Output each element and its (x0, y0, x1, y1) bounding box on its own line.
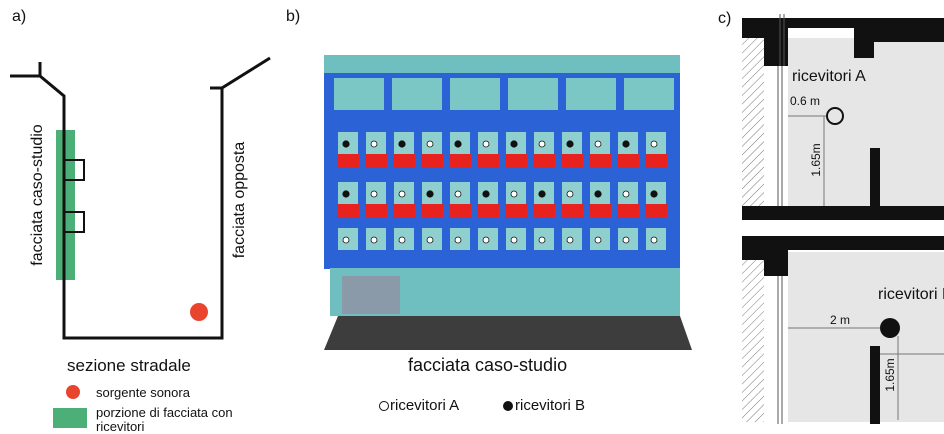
receivers-b-legend-icon (503, 401, 513, 411)
bottom-horizontal-dimension: 2 m (830, 313, 851, 327)
receiver-a-dot (538, 140, 546, 148)
receiver-b-dot (538, 190, 546, 198)
receivers-a-legend-label: ricevitori A (390, 397, 460, 414)
receiver-b-dot (482, 190, 490, 198)
street-section-diagram (10, 56, 271, 340)
balcony (393, 154, 415, 168)
balcony (477, 204, 499, 218)
receiver-a-dot (622, 236, 630, 244)
roof-dormer (334, 78, 384, 110)
balcony (589, 204, 611, 218)
receivers-legend-label-line2: ricevitori (96, 419, 145, 434)
panel-c-label: c) (718, 10, 732, 27)
receiver-a-dot (454, 190, 462, 198)
receiver-b-dot (510, 140, 518, 148)
top-receiver-label: ricevitori A (792, 68, 866, 85)
street-ground (324, 316, 692, 350)
balcony (337, 204, 359, 218)
balcony (337, 154, 359, 168)
bottom-receiver-label: ricevitori B (878, 286, 944, 303)
balcony (449, 154, 471, 168)
balcony (477, 154, 499, 168)
room-section-a (742, 14, 944, 220)
panel-a-label: a) (12, 8, 27, 25)
balcony (449, 204, 471, 218)
receiver-b-dot (622, 140, 630, 148)
balcony (365, 154, 387, 168)
receiver-a-dot (342, 236, 350, 244)
receivers-a-legend-icon (379, 401, 389, 411)
receiver-b-dot (454, 140, 462, 148)
balcony (393, 204, 415, 218)
receiver-a-dot (622, 190, 630, 198)
receiver-a-dot (454, 236, 462, 244)
receiver-a-dot (370, 236, 378, 244)
balcony (505, 204, 527, 218)
receiver-b-dot (342, 190, 350, 198)
receiver-a-dot (650, 236, 658, 244)
sound-source-legend-icon (66, 385, 80, 399)
receiver-a-dot (426, 236, 434, 244)
receiver-a-dot (482, 140, 490, 148)
receivers-legend-icon (53, 408, 87, 428)
balcony (505, 154, 527, 168)
panel-a: a) facciata caso-studio facciata opposta… (0, 0, 280, 434)
panel-c: c) (710, 0, 944, 432)
balcony (421, 154, 443, 168)
receiver-a-dot (370, 190, 378, 198)
roof-dormer (392, 78, 442, 110)
receiver-b-dot (426, 190, 434, 198)
sound-source-dot (190, 303, 208, 321)
receiver-a-dot (510, 236, 518, 244)
balcony (533, 154, 555, 168)
receiver-a-dot (510, 190, 518, 198)
balcony (561, 154, 583, 168)
balcony-lower (63, 211, 85, 233)
balcony-upper (63, 159, 85, 181)
section-title: sezione stradale (67, 356, 191, 375)
facade-3d-model (324, 55, 692, 350)
balcony (421, 204, 443, 218)
top-horizontal-dimension: 0.6 m (790, 94, 821, 108)
balcony (645, 204, 667, 218)
panel-b: b) facciata caso-studio ricevitori A ric… (280, 0, 710, 432)
receiver-a-dot (398, 190, 406, 198)
receiver-a-dot (538, 236, 546, 244)
room-section-b (742, 236, 944, 424)
room-sections-diagram (742, 14, 944, 424)
balcony (365, 204, 387, 218)
receiver-a-dot (594, 236, 602, 244)
receivers-legend-label-line1: porzione di facciata con (96, 405, 233, 420)
receiver-a-dot (426, 140, 434, 148)
roof-dormer (450, 78, 500, 110)
balcony (617, 204, 639, 218)
receiver-a-dot (566, 236, 574, 244)
balcony (617, 154, 639, 168)
panel-b-label: b) (286, 8, 301, 25)
receiver-a-dot (370, 140, 378, 148)
balcony (645, 154, 667, 168)
roof-dormer (624, 78, 674, 110)
receiver-a-dot (566, 190, 574, 198)
receiver-a-dot (650, 140, 658, 148)
roof-dormer (508, 78, 558, 110)
ground-floor-entrance (342, 276, 400, 314)
receiver-b-dot (342, 140, 350, 148)
receiver-b-dot (650, 190, 658, 198)
balcony (561, 204, 583, 218)
receiver-a-dot (594, 140, 602, 148)
roof-dormer (566, 78, 616, 110)
receiver-b-dot (566, 140, 574, 148)
balcony (589, 154, 611, 168)
receiver-b-dot (398, 140, 406, 148)
facade-caption: facciata caso-studio (408, 355, 568, 375)
sound-source-legend-label: sorgente sonora (96, 385, 190, 400)
receiver-a-dot (482, 236, 490, 244)
receiver-b-dot (594, 190, 602, 198)
receiver-a-marker (826, 107, 844, 125)
receiver-b-marker (880, 318, 900, 338)
balcony (533, 204, 555, 218)
receivers-b-legend-label: ricevitori B (515, 397, 586, 414)
receiver-a-dot (398, 236, 406, 244)
